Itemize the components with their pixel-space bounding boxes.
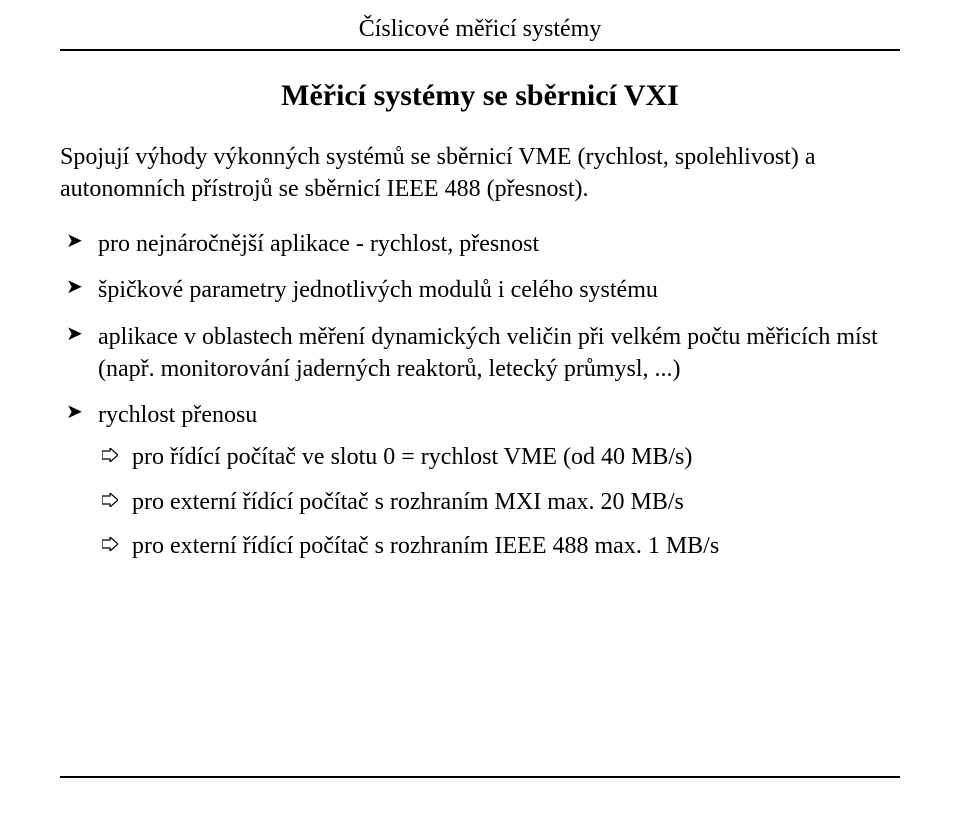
top-rule xyxy=(60,49,900,51)
page-title: Měřicí systémy se sběrnicí VXI xyxy=(60,79,900,113)
running-head: Číslicové měřicí systémy xyxy=(60,16,900,43)
list-item: pro nejnáročnější aplikace - rychlost, p… xyxy=(60,228,900,260)
sub-bullet-list: pro řídící počítač ve slotu 0 = rychlost… xyxy=(98,440,900,564)
page: Číslicové měřicí systémy Měřicí systémy … xyxy=(0,0,960,814)
bullet-list: pro nejnáročnější aplikace - rychlost, p… xyxy=(60,228,900,564)
bottom-rule xyxy=(60,776,900,778)
list-item: aplikace v oblastech měření dynamických … xyxy=(60,321,900,386)
intro-paragraph: Spojují výhody výkonných systémů se sběr… xyxy=(60,141,900,206)
list-item: pro řídící počítač ve slotu 0 = rychlost… xyxy=(98,440,900,475)
list-item-label: rychlost přenosu xyxy=(98,402,257,428)
list-item: špičkové parametry jednotlivých modulů i… xyxy=(60,274,900,306)
list-item: pro externí řídící počítač s rozhraním M… xyxy=(98,485,900,520)
list-item: pro externí řídící počítač s rozhraním I… xyxy=(98,529,900,564)
list-item: rychlost přenosu pro řídící počítač ve s… xyxy=(60,399,900,564)
